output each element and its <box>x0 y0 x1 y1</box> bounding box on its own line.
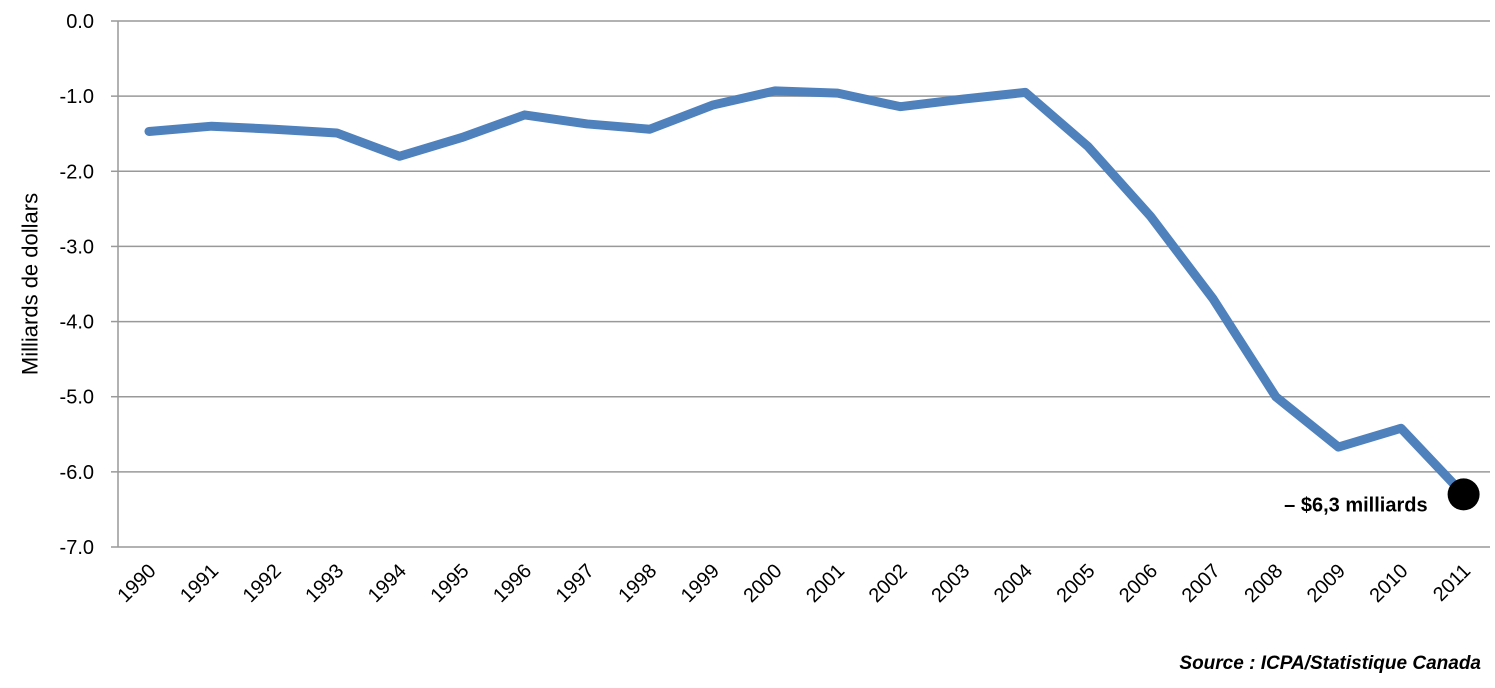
series-line <box>144 86 1469 499</box>
source-note: Source : ICPA/Statistique Canada <box>1179 653 1481 674</box>
x-tick-label: 1990 <box>114 560 161 607</box>
x-tick-label: 1994 <box>364 560 411 607</box>
end-value-annotation: – $6,3 milliards <box>1284 494 1427 516</box>
x-tick-label: 2001 <box>802 560 849 607</box>
y-tick-label: -1.0 <box>60 86 94 108</box>
y-tick-label: -3.0 <box>60 236 94 258</box>
x-tick-label: 1993 <box>301 560 348 607</box>
y-tick-label: -6.0 <box>60 462 94 484</box>
series-group <box>144 86 1469 499</box>
x-tick-label: 2002 <box>865 560 912 607</box>
x-tick-label: 1992 <box>239 560 286 607</box>
gridlines <box>118 20 1490 548</box>
x-tick-label: 2004 <box>990 560 1037 607</box>
x-tick-label: 2007 <box>1178 560 1225 607</box>
x-tick-label: 2003 <box>927 560 974 607</box>
x-tick-label: 2009 <box>1303 560 1350 607</box>
y-tick-label: -2.0 <box>60 161 94 183</box>
y-tick-label: -4.0 <box>60 312 94 334</box>
y-axis-title: Milliards de dollars <box>18 193 43 375</box>
y-tick-label: 0.0 <box>66 11 94 33</box>
x-tick-label: 2005 <box>1053 560 1100 607</box>
end-point-marker <box>1447 478 1480 511</box>
x-tick-label: 1991 <box>176 560 223 607</box>
x-tick-label: 1998 <box>614 560 661 607</box>
x-axis-ticks: 1990 1991 1992 1993 1994 1995 1996 1997 1998 1999… <box>114 560 1476 607</box>
y-axis-ticks: 0.0 -1.0 -2.0 -3.0 -4.0 -5.0 -6.0 -7.0 <box>60 11 118 559</box>
x-tick-label: 2011 <box>1429 560 1475 606</box>
x-tick-label: 2010 <box>1366 560 1413 607</box>
y-tick-label: -7.0 <box>60 537 94 559</box>
x-tick-label: 1999 <box>677 560 724 607</box>
x-tick-label: 1996 <box>489 560 536 607</box>
x-tick-label: 1995 <box>427 560 474 607</box>
x-tick-label: 2000 <box>740 560 787 607</box>
x-tick-label: 1997 <box>552 560 599 607</box>
y-tick-label: -5.0 <box>60 387 94 409</box>
x-tick-label: 2008 <box>1240 560 1287 607</box>
x-tick-label: 2006 <box>1115 560 1162 607</box>
